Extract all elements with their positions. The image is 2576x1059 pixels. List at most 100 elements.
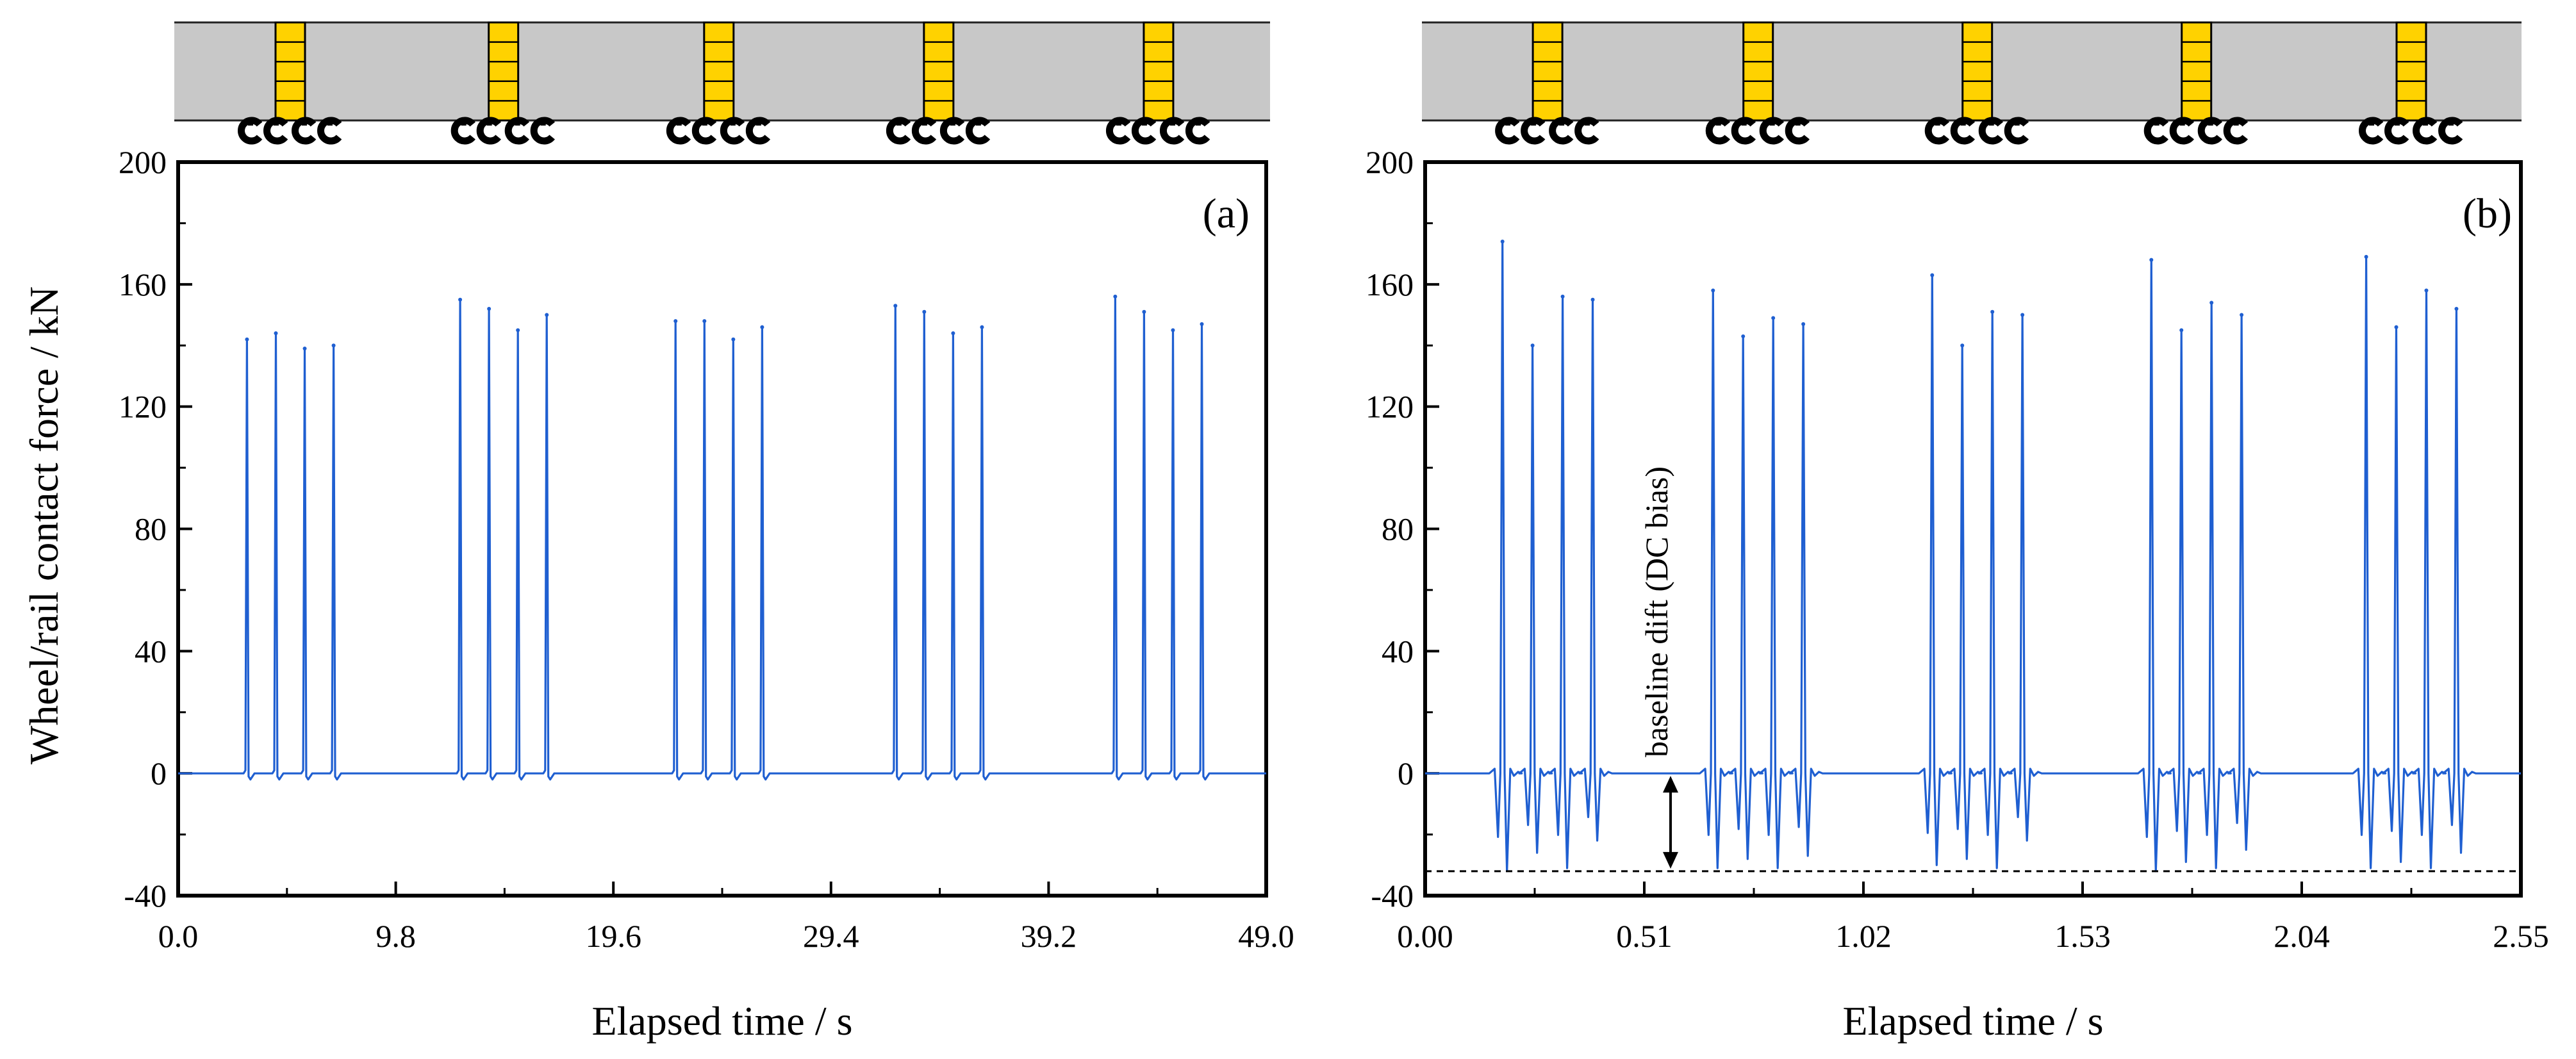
peak-point (516, 328, 520, 332)
y-tick-label: -40 (1371, 878, 1414, 914)
wheelset-icon (1131, 117, 1157, 145)
wheelset-icon (1185, 117, 1210, 145)
force-series-line (178, 295, 1266, 781)
peak-point (951, 331, 955, 336)
x-tick-label: 49.0 (1238, 918, 1294, 954)
train-diagram-b (1422, 21, 2522, 145)
peak-point (1530, 343, 1535, 348)
wheelset-icon (2384, 117, 2409, 145)
bogie-marker (1961, 21, 1994, 122)
wheelset-icon (1495, 117, 1520, 145)
wheelset-icon (886, 117, 911, 145)
wheelset-icon (317, 117, 342, 145)
wheelset-icon (911, 117, 937, 145)
x-tick-label: 39.2 (1021, 918, 1077, 954)
peak-point (1960, 343, 1965, 348)
peak-point (980, 325, 984, 329)
wheelset-icon (1731, 117, 1756, 145)
plot-area-a: -40 0 40 80 120 160 200 0.0 9.8 19.6 29.4 39.2 49.0 (119, 144, 1294, 954)
panel-label-a: (a) (1203, 190, 1250, 237)
wheelset-icon (1759, 117, 1784, 145)
wheelset-icon (2413, 117, 2438, 145)
wheelset-icon (1105, 117, 1131, 145)
peak-point (2179, 328, 2184, 332)
bogie-marker (274, 21, 306, 122)
peak-point (2364, 254, 2368, 259)
bogie-marker (2395, 21, 2427, 122)
peak-point (1560, 294, 1565, 299)
x-tick-label: 19.6 (585, 918, 641, 954)
wheelset-icon (691, 117, 717, 145)
peak-point (1771, 316, 1776, 320)
wheelset-icon (965, 117, 991, 145)
axes-frame (176, 160, 1268, 898)
wheelset-icon (2169, 117, 2194, 145)
bogie-marker (488, 21, 520, 122)
peak-point (2394, 325, 2398, 329)
y-tick-label: 80 (135, 511, 167, 547)
y-tick-label: 0 (151, 755, 167, 791)
train-diagram-a (174, 21, 1270, 145)
peak-point (893, 304, 898, 308)
bogie-marker (1742, 21, 1774, 122)
wheelset-icon (504, 117, 529, 145)
x-axis-title-b: Elapsed time / s (1842, 998, 2103, 1044)
y-tick-label: 200 (119, 144, 167, 180)
bogie-marker (1143, 21, 1175, 122)
wheelset-icon (1159, 117, 1185, 145)
wheelset-icon (450, 117, 475, 145)
peak-point (2454, 307, 2459, 311)
peak-point (1990, 309, 1995, 314)
peak-point (487, 307, 491, 311)
y-tick-label: 40 (135, 633, 167, 669)
x-tick-label: 1.53 (2054, 918, 2111, 954)
wheelset-icon (2004, 117, 2029, 145)
y-tick-label: 0 (1398, 755, 1414, 791)
peak-point (1142, 309, 1146, 314)
wheelset-icon (666, 117, 691, 145)
wheelset-icon (476, 117, 501, 145)
peak-point (1801, 322, 1806, 326)
bogie-marker (703, 21, 735, 122)
x-tick-label: 9.8 (376, 918, 416, 954)
wheelset-icon (1978, 117, 2003, 145)
panel-label-b: (b) (2463, 190, 2512, 237)
peak-point (702, 319, 707, 324)
wheelset-icon (1950, 117, 1975, 145)
wheelset-icon (2197, 117, 2222, 145)
peak-point (1171, 328, 1175, 332)
wheelset-icon (2438, 117, 2463, 145)
peak-point (2149, 258, 2154, 262)
wheelset-icon (2359, 117, 2384, 145)
peak-point (1200, 322, 1204, 326)
y-tick-label: -40 (124, 878, 167, 914)
wheelset-icon (292, 117, 317, 145)
peak-point (245, 337, 249, 341)
y-tick-label: 160 (119, 267, 167, 302)
peak-point (2240, 313, 2244, 317)
x-axis-title-a: Elapsed time / s (591, 998, 852, 1044)
wheelset-icon (530, 117, 555, 145)
dc-bias-annotation: baseline dift (DC bias) (1639, 466, 1674, 757)
x-tick-label: 0.0 (158, 918, 199, 954)
x-tick-label: 29.4 (803, 918, 859, 954)
wheelset-icon (1549, 117, 1574, 145)
wheelset-icon (939, 117, 965, 145)
y-tick-label: 120 (1366, 389, 1414, 425)
peak-point (1500, 240, 1505, 244)
wheelset-icon (720, 117, 745, 145)
peak-point (274, 331, 278, 336)
x-tick-label: 0.51 (1616, 918, 1672, 954)
peak-point (302, 347, 307, 351)
peak-point (922, 309, 927, 314)
peak-point (458, 297, 463, 302)
wheelset-icon (1574, 117, 1599, 145)
peak-point (2020, 313, 2025, 317)
peak-point (331, 343, 336, 348)
bogie-marker (2181, 21, 2213, 122)
peak-point (673, 319, 678, 324)
wheelset-icon (1785, 117, 1810, 145)
y-tick-label: 40 (1382, 633, 1414, 669)
